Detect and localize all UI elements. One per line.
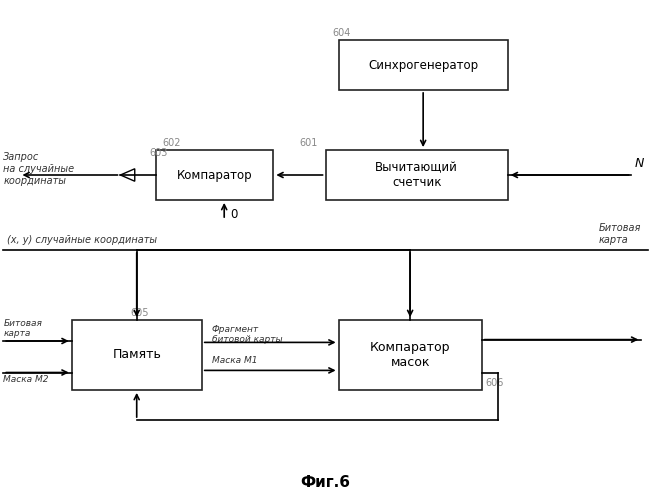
Text: Компаратор: Компаратор <box>177 168 253 181</box>
Bar <box>339 320 482 390</box>
Text: Вычитающий
счетчик: Вычитающий счетчик <box>375 161 458 189</box>
Text: 605: 605 <box>130 308 148 318</box>
Text: 603: 603 <box>150 148 168 158</box>
Text: Синхрогенератор: Синхрогенератор <box>368 58 478 71</box>
Text: Маска М1: Маска М1 <box>212 356 257 366</box>
Text: N: N <box>635 157 644 170</box>
Text: Запрос
на случайные
координаты: Запрос на случайные координаты <box>3 152 74 186</box>
Bar <box>326 150 508 200</box>
Bar <box>156 150 273 200</box>
Text: Память: Память <box>112 348 161 362</box>
Text: Битовая
карта: Битовая карта <box>599 224 641 245</box>
Bar <box>339 40 508 90</box>
Text: 0: 0 <box>230 208 238 222</box>
Text: Компаратор
масок: Компаратор масок <box>370 341 450 369</box>
Text: Фрагмент
битовой карты: Фрагмент битовой карты <box>212 325 282 344</box>
Bar <box>72 320 202 390</box>
Text: 606: 606 <box>485 378 503 388</box>
Text: Маска М2: Маска М2 <box>3 375 49 384</box>
Text: (x, y) случайные координаты: (x, y) случайные координаты <box>7 235 157 245</box>
Text: Фиг.6: Фиг.6 <box>301 475 350 490</box>
Text: Битовая
карта: Битовая карта <box>3 319 42 338</box>
Text: 604: 604 <box>332 28 350 38</box>
Text: 601: 601 <box>299 138 318 147</box>
Text: 602: 602 <box>163 138 181 147</box>
